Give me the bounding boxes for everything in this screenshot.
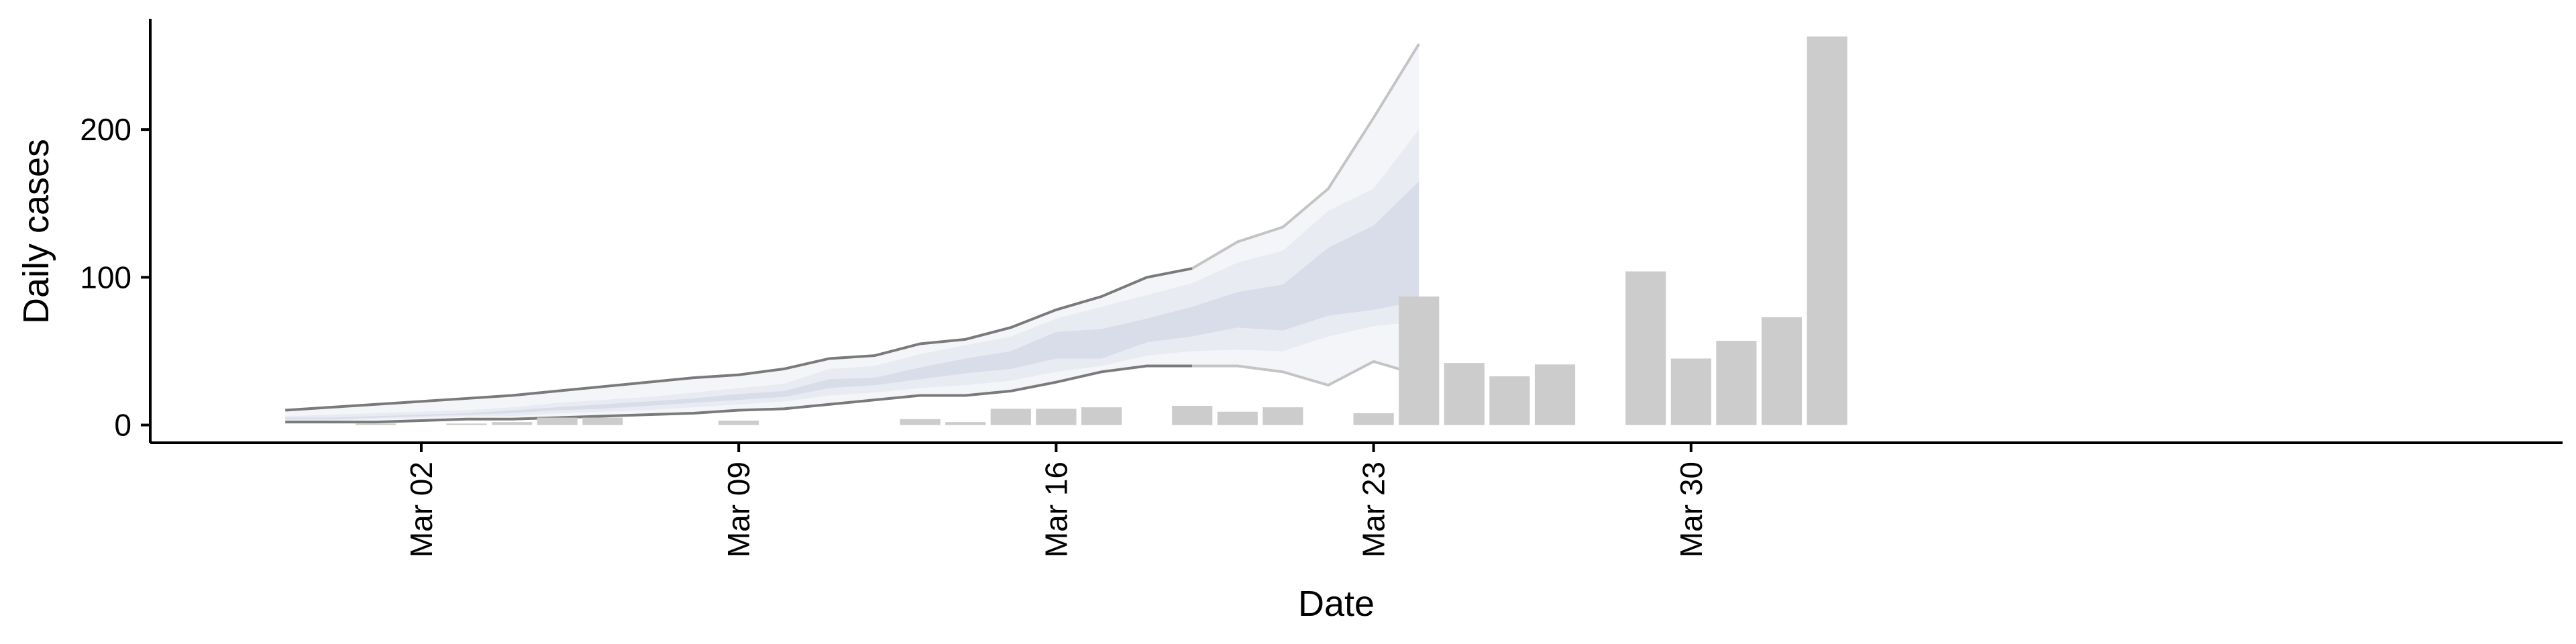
bar [1217, 411, 1258, 425]
bar [1399, 296, 1440, 425]
bar [1761, 317, 1803, 425]
bar [1716, 341, 1757, 425]
bar [945, 422, 986, 425]
band-upper-line-tail [1191, 43, 1420, 270]
bar [1353, 413, 1394, 425]
band-50-area [285, 129, 1419, 421]
bar [1081, 407, 1122, 425]
bar [1444, 363, 1485, 425]
x-tick-label: Mar 16 [1038, 462, 1073, 557]
bar [990, 409, 1031, 425]
x-tick-label: Mar 02 [404, 462, 439, 557]
y-axis-title: Daily cases [16, 139, 56, 324]
bar [537, 417, 578, 425]
bar [1263, 407, 1303, 425]
axis-layer: 0 100 200 Mar 02 Mar 09 Mar 16 Mar 23 Mar 30 [80, 19, 2563, 557]
bar [446, 423, 487, 425]
bar-layer [356, 36, 1847, 425]
x-tick-label: Mar 30 [1674, 462, 1709, 557]
bar [1625, 271, 1666, 425]
x-tick-label: Mar 23 [1356, 462, 1391, 557]
x-axis-ticks: Mar 02 Mar 09 Mar 16 Mar 23 Mar 30 [404, 443, 1709, 557]
bar [718, 420, 759, 425]
y-tick-label: 100 [80, 260, 131, 294]
bar [1036, 409, 1077, 425]
x-tick-label: Mar 09 [721, 462, 756, 557]
bar [1534, 364, 1576, 425]
bar [900, 419, 941, 425]
y-tick-label: 0 [114, 408, 131, 443]
bar [582, 417, 623, 425]
bar [1670, 358, 1711, 425]
x-axis-title: Date [1298, 584, 1375, 624]
bar [492, 422, 533, 425]
bar [1807, 36, 1847, 425]
band-upper-line [285, 267, 1193, 412]
band-20-area [285, 181, 1419, 419]
bar [1172, 405, 1213, 425]
bar [356, 423, 396, 425]
projection-band-layer [285, 43, 1420, 424]
band-lower-line [285, 364, 1193, 424]
bar [1489, 376, 1530, 425]
band-lower-line-tail [1192, 360, 1419, 387]
y-tick-label: 200 [80, 112, 131, 147]
y-axis-ticks: 0 100 200 [80, 112, 150, 443]
band-90-area [285, 44, 1419, 423]
